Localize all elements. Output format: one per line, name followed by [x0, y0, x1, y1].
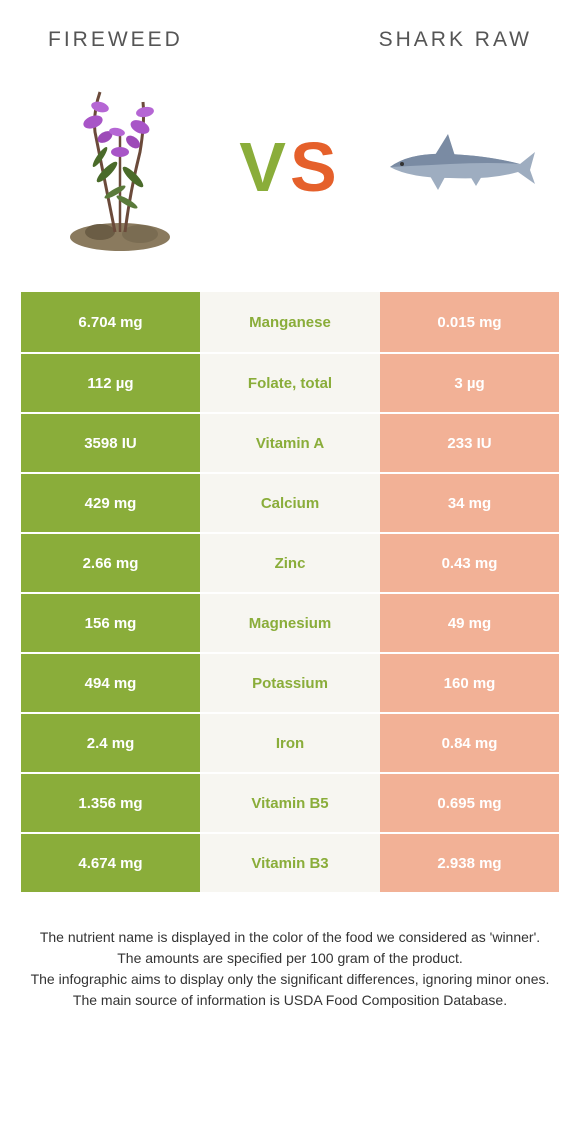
right-food-title: Shark raw: [379, 28, 532, 52]
left-value-cell: 3598 IU: [21, 414, 200, 472]
footnote-line: The main source of information is USDA F…: [24, 991, 556, 1010]
left-value-cell: 6.704 mg: [21, 292, 200, 352]
vs-row: VS: [0, 72, 580, 292]
nutrient-name-cell: Calcium: [200, 474, 380, 532]
nutrient-row: 494 mgPotassium160 mg: [21, 652, 559, 712]
left-food-title: Fireweed: [48, 28, 183, 52]
nutrient-row: 1.356 mgVitamin B50.695 mg: [21, 772, 559, 832]
nutrient-row: 6.704 mgManganese0.015 mg: [21, 292, 559, 352]
shark-image: [380, 87, 540, 247]
nutrient-name-cell: Manganese: [200, 292, 380, 352]
vs-v: V: [239, 128, 290, 206]
nutrient-row: 2.66 mgZinc0.43 mg: [21, 532, 559, 592]
footnote-line: The amounts are specified per 100 gram o…: [24, 949, 556, 968]
nutrient-name-cell: Magnesium: [200, 594, 380, 652]
footnote-line: The nutrient name is displayed in the co…: [24, 928, 556, 947]
left-value-cell: 2.66 mg: [21, 534, 200, 592]
right-value-cell: 34 mg: [380, 474, 559, 532]
right-value-cell: 160 mg: [380, 654, 559, 712]
nutrient-name-cell: Vitamin A: [200, 414, 380, 472]
vs-label: VS: [239, 127, 340, 207]
nutrient-name-cell: Folate, total: [200, 354, 380, 412]
right-value-cell: 0.43 mg: [380, 534, 559, 592]
left-value-cell: 2.4 mg: [21, 714, 200, 772]
left-value-cell: 494 mg: [21, 654, 200, 712]
right-value-cell: 233 IU: [380, 414, 559, 472]
nutrient-row: 156 mgMagnesium49 mg: [21, 592, 559, 652]
nutrient-row: 429 mgCalcium34 mg: [21, 472, 559, 532]
right-value-cell: 0.695 mg: [380, 774, 559, 832]
nutrient-name-cell: Zinc: [200, 534, 380, 592]
left-value-cell: 429 mg: [21, 474, 200, 532]
nutrient-name-cell: Vitamin B3: [200, 834, 380, 892]
nutrient-name-cell: Vitamin B5: [200, 774, 380, 832]
footnotes: The nutrient name is displayed in the co…: [0, 892, 580, 1010]
left-value-cell: 4.674 mg: [21, 834, 200, 892]
right-value-cell: 0.84 mg: [380, 714, 559, 772]
right-value-cell: 2.938 mg: [380, 834, 559, 892]
nutrient-table: 6.704 mgManganese0.015 mg112 µgFolate, t…: [21, 292, 559, 892]
nutrient-row: 3598 IUVitamin A233 IU: [21, 412, 559, 472]
fireweed-image: [40, 87, 200, 247]
right-value-cell: 0.015 mg: [380, 292, 559, 352]
footnote-line: The infographic aims to display only the…: [24, 970, 556, 989]
left-value-cell: 112 µg: [21, 354, 200, 412]
nutrient-row: 4.674 mgVitamin B32.938 mg: [21, 832, 559, 892]
nutrient-row: 112 µgFolate, total3 µg: [21, 352, 559, 412]
nutrient-name-cell: Iron: [200, 714, 380, 772]
nutrient-name-cell: Potassium: [200, 654, 380, 712]
nutrient-row: 2.4 mgIron0.84 mg: [21, 712, 559, 772]
right-value-cell: 3 µg: [380, 354, 559, 412]
vs-s: S: [290, 128, 341, 206]
comparison-header: Fireweed Shark raw: [0, 0, 580, 72]
left-value-cell: 1.356 mg: [21, 774, 200, 832]
right-value-cell: 49 mg: [380, 594, 559, 652]
left-value-cell: 156 mg: [21, 594, 200, 652]
